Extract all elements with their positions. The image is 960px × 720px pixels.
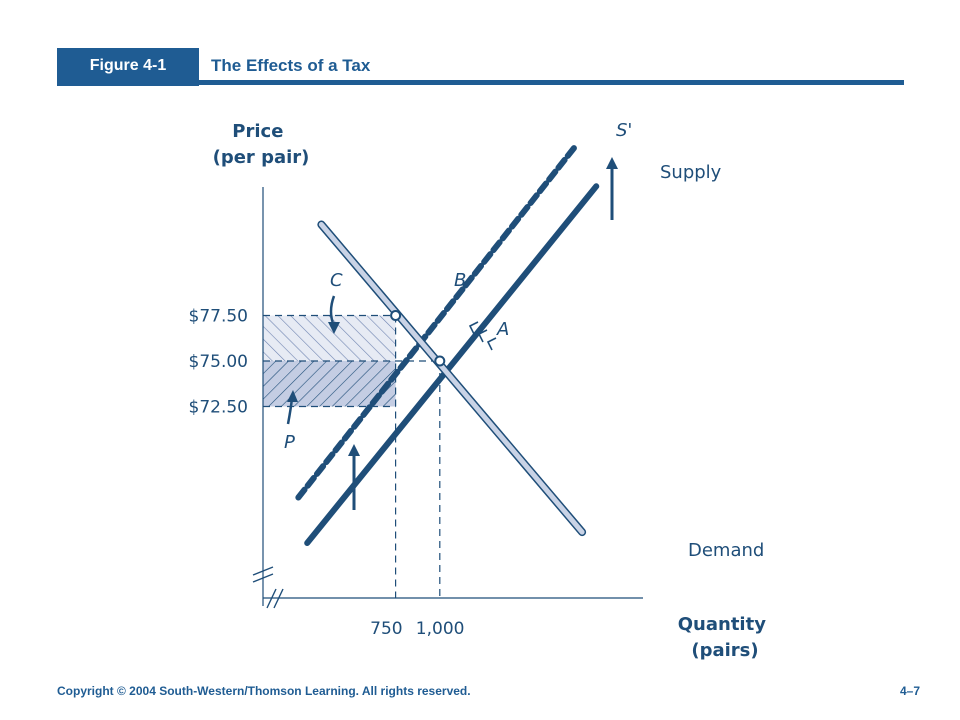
copyright-notice: Copyright © 2004 South-Western/Thomson L… — [57, 684, 471, 698]
shift-arrow-lower-icon — [348, 444, 360, 510]
figure-header: Figure 4-1 The Effects of a Tax — [57, 48, 904, 86]
demand-curve — [318, 222, 585, 535]
slide-number: 4–7 — [899, 684, 920, 698]
area-p-pointer-icon — [286, 390, 298, 425]
chevron-arrows-icon — [468, 321, 497, 351]
point-label-a: A — [496, 319, 509, 340]
supply-curve-label: Supply — [660, 162, 722, 183]
area-c-pointer-icon — [328, 295, 340, 334]
equilibrium-point-a — [434, 355, 446, 367]
x-axis-title: Quantity (pairs) — [678, 614, 772, 661]
x-tick-label: 1,000 — [416, 619, 465, 639]
y-tick-label: $75.00 — [189, 352, 248, 372]
figure-label: Figure 4-1 — [57, 48, 199, 86]
x-axis-break — [266, 588, 284, 609]
demand-curve-label: Demand — [688, 540, 764, 561]
y-tick-label: $72.50 — [189, 398, 248, 418]
tax-effects-chart: Price (per pair) Quantity (pairs) $77.50… — [189, 120, 772, 661]
y-axis-break — [252, 566, 274, 583]
shift-arrow-upper-icon — [606, 157, 618, 220]
taxed-supply-curve — [295, 141, 580, 501]
y-tick-label: $77.50 — [189, 307, 248, 327]
y-axis-title: Price (per pair) — [213, 121, 310, 168]
area-label-p: P — [284, 432, 295, 453]
area-label-c: C — [330, 270, 343, 291]
x-tick-label: 750 — [370, 619, 402, 639]
figure-title: The Effects of a Tax — [211, 56, 371, 75]
equilibrium-point-b — [390, 310, 402, 321]
header-rule — [57, 80, 904, 85]
point-label-b: B — [454, 270, 466, 291]
s-curve-label: S' — [616, 120, 632, 141]
